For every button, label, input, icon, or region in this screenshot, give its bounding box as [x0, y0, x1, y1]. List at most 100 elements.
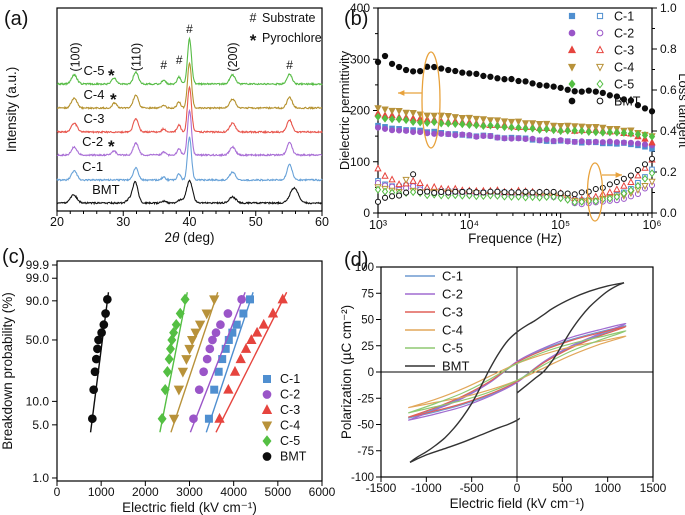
- panel-d-letter: (d): [344, 249, 369, 271]
- legend-star-symbol: *: [250, 31, 257, 50]
- dielectric-spectra-plot: 0 100 200 300 400 0.0 0.2 0.4 0.6 0.8 1.0 10³ 10⁴ 10⁵…: [337, 1, 685, 246]
- legend-label-C-4: C-4: [442, 323, 463, 338]
- trace-label-C-4: C-4: [84, 87, 105, 102]
- pe-loop-BMT: [409, 417, 521, 463]
- trace-label-C-5: C-5: [84, 63, 105, 78]
- legend-label-C-2: C-2: [614, 27, 634, 41]
- legend-label-C-1: C-1: [280, 372, 300, 386]
- x-tick-label: 10⁵: [551, 218, 570, 232]
- legend-hash-symbol: #: [250, 11, 257, 25]
- panel-c-xlabel: Electric field (kV cm⁻¹): [122, 500, 257, 515]
- pyrochlore-star: *: [108, 66, 115, 85]
- pyrochlore-star: *: [108, 137, 115, 156]
- panel-b-ylabel-left: Dielectric permittivity: [337, 50, 352, 170]
- field-tick-label: 2000: [132, 485, 159, 499]
- field-tick-label: -1000: [411, 481, 442, 495]
- polarization-tick-label: 100: [355, 262, 374, 274]
- field-tick-label: -1500: [366, 481, 397, 495]
- panel-a-xlabel: 2θ (deg): [164, 230, 214, 245]
- polarization-tick-label: -50: [357, 420, 374, 432]
- weibull-breakdown-plot: 99.999.0 90.0 50.0 10.0 5.0 1.0 0 1000 2000 3000 4…: [0, 258, 336, 515]
- pyrochlore-star: *: [110, 90, 117, 109]
- pe-loop-C-3: [407, 326, 627, 418]
- legend-label-C-3: C-3: [614, 44, 634, 58]
- right-tick-label: 0.2: [660, 165, 677, 179]
- substrate-hash-mark: #: [160, 58, 167, 72]
- polarization-tick-label: -25: [357, 393, 374, 405]
- reflection-label: (200): [226, 42, 240, 71]
- polarization-tick-label: 75: [361, 288, 374, 300]
- panel-b-ylabel-right: Loss tangent: [676, 73, 685, 148]
- legend-label-C-5: C-5: [442, 341, 463, 356]
- polarization-tick-label: 25: [361, 341, 374, 353]
- probability-tick-label: 1.0: [32, 471, 49, 485]
- trace-label-BMT: BMT: [92, 182, 120, 197]
- field-tick-label: 0: [514, 481, 521, 495]
- pe-hysteresis-plot: -1500 -1000 -500 0 500 1000 1500 -100 -75 -50 -25 0…: [339, 262, 667, 511]
- xrd-trace-C-5: [56, 36, 323, 87]
- legend-label-C-3: C-3: [442, 305, 463, 320]
- xrd-trace-BMT: [56, 179, 323, 206]
- panel-b-xlabel: Frequence (Hz): [468, 231, 562, 246]
- legend-substrate-label: Substrate: [262, 11, 316, 25]
- x-tick-label: 50: [249, 215, 263, 229]
- probability-tick-label: 90.0: [26, 294, 50, 308]
- probability-tick-label: 50.0: [26, 333, 50, 347]
- field-tick-label: 3000: [176, 485, 203, 499]
- polarization-tick-label: 50: [361, 315, 374, 327]
- pe-loop-C-2: [407, 323, 627, 421]
- reflection-label: (110): [130, 43, 144, 71]
- substrate-hash-mark: #: [286, 58, 293, 72]
- panel-a-ylabel: Intensity (a.u.): [4, 67, 19, 153]
- legend-label-C-3: C-3: [280, 403, 300, 417]
- legend-label-C-5: C-5: [614, 78, 634, 92]
- field-tick-label: 5000: [264, 485, 291, 499]
- xrd-trace-C-1: [56, 136, 323, 182]
- x-tick-label: 10⁴: [460, 218, 479, 232]
- loss-ellipse-annotation: [586, 162, 604, 222]
- pe-loop-BMT: [516, 282, 625, 394]
- legend-label-C-2: C-2: [442, 287, 463, 302]
- substrate-hash-mark: #: [186, 22, 193, 36]
- right-tick-label: 0.8: [660, 42, 677, 56]
- x-tick-label: 20: [50, 215, 64, 229]
- legend-label-C-1: C-1: [614, 10, 634, 24]
- field-tick-label: 1500: [640, 481, 667, 495]
- right-tick-label: 1.0: [660, 1, 677, 15]
- left-tick-label: 400: [350, 1, 370, 15]
- left-tick-label: 0: [363, 206, 370, 220]
- panel-c-ylabel: Breakdown probability (%): [0, 292, 15, 450]
- right-tick-label: 0.6: [660, 83, 677, 97]
- trace-label-C-3: C-3: [84, 111, 105, 126]
- right-tick-label: 0.0: [660, 206, 677, 220]
- field-tick-label: 0: [54, 485, 61, 499]
- panel-a-letter: (a): [4, 8, 29, 30]
- legend-label-BMT: BMT: [442, 359, 470, 374]
- xrd-trace-C-3: [56, 85, 323, 134]
- probability-tick-label: 99.9: [26, 258, 50, 272]
- legend-label-C-1: C-1: [442, 269, 463, 284]
- xrd-patterns-plot: 20 30 40 50 60 2θ (deg) Intensity (a.u.) BMT C-1…: [4, 7, 329, 245]
- pe-loop-C-4: [408, 335, 627, 409]
- field-tick-label: 4000: [220, 485, 247, 499]
- polarization-tick-label: -75: [357, 446, 374, 458]
- probability-tick-label: 5.0: [32, 418, 49, 432]
- legend-label-C-4: C-4: [280, 419, 300, 433]
- legend-label-C-4: C-4: [614, 61, 634, 75]
- legend-label-BMT: BMT: [614, 95, 641, 109]
- left-tick-label: 200: [350, 104, 370, 118]
- field-tick-label: 1000: [88, 485, 115, 499]
- legend-label-BMT: BMT: [280, 450, 307, 464]
- x-tick-label: 60: [315, 215, 329, 229]
- polarization-tick-label: 0: [368, 367, 374, 379]
- legend-label-C-2: C-2: [280, 388, 300, 402]
- trace-label-C-1: C-1: [82, 159, 103, 174]
- legend-label-C-5: C-5: [280, 434, 300, 448]
- panel-b-letter: (b): [344, 8, 369, 30]
- x-tick-label: 40: [183, 215, 197, 229]
- field-tick-label: 6000: [309, 485, 336, 499]
- left-tick-label: 300: [350, 52, 370, 66]
- polarization-tick-label: -100: [351, 472, 374, 484]
- panel-d-xlabel: Electric field (kV cm⁻¹): [450, 496, 585, 511]
